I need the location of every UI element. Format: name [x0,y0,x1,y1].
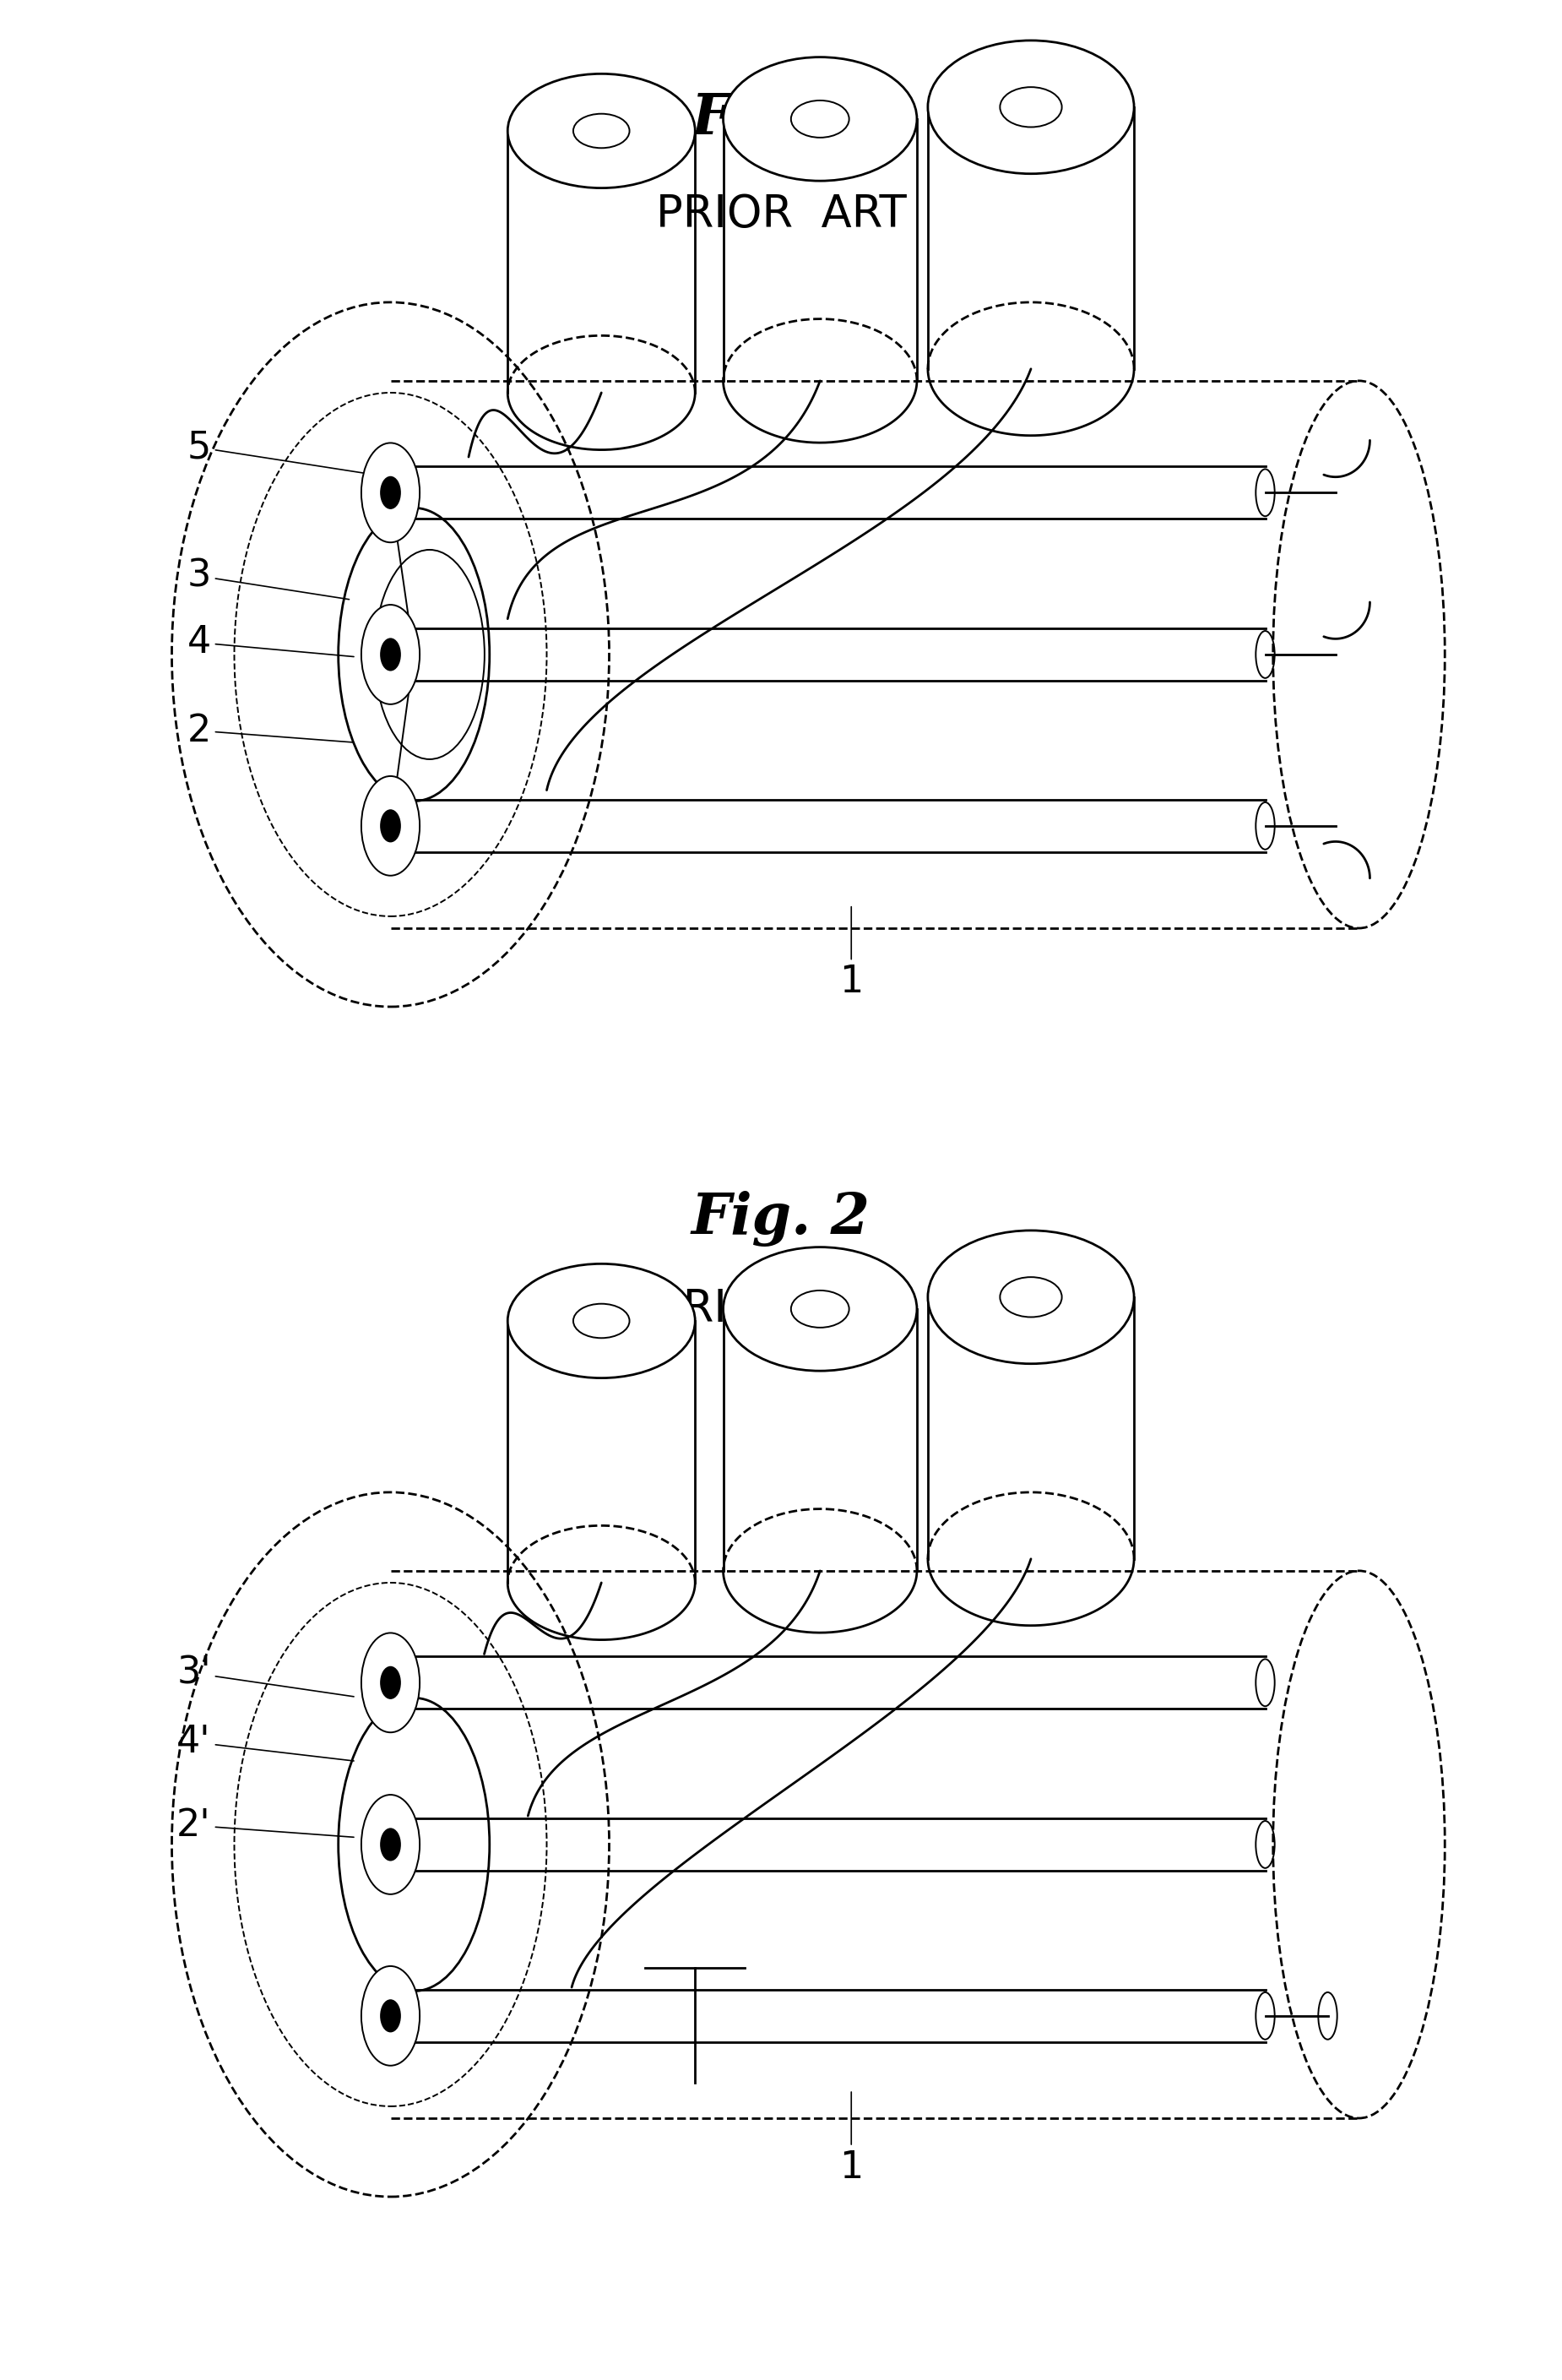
Text: 3: 3 [187,557,350,600]
Text: PRIOR  ART: PRIOR ART [656,193,906,236]
Ellipse shape [928,1230,1134,1364]
Ellipse shape [1000,1278,1062,1316]
Ellipse shape [361,1795,420,1894]
Ellipse shape [723,1247,917,1371]
Ellipse shape [361,605,420,704]
Text: 1: 1 [839,907,864,1000]
Text: 4': 4' [177,1723,355,1761]
Text: 2: 2 [187,712,355,750]
Ellipse shape [361,443,420,543]
Ellipse shape [381,1666,400,1699]
Ellipse shape [381,1999,400,2033]
Ellipse shape [381,476,400,509]
Ellipse shape [361,776,420,876]
Ellipse shape [381,638,400,671]
Ellipse shape [928,40,1134,174]
Text: 4: 4 [187,624,355,662]
Ellipse shape [723,57,917,181]
Text: 5: 5 [187,428,381,476]
Text: 1: 1 [839,2092,864,2185]
Text: PRIOR  ART: PRIOR ART [656,1288,906,1330]
Ellipse shape [381,809,400,843]
Text: 2': 2' [177,1806,355,1845]
Ellipse shape [790,1290,850,1328]
Ellipse shape [508,74,695,188]
Ellipse shape [790,100,850,138]
Ellipse shape [361,1966,420,2066]
Ellipse shape [573,1304,629,1338]
Text: Fig. 2: Fig. 2 [692,1190,870,1247]
Ellipse shape [508,1264,695,1378]
Ellipse shape [381,1828,400,1861]
Ellipse shape [1000,88,1062,126]
Ellipse shape [361,1633,420,1733]
Text: Fig. 1: Fig. 1 [692,90,870,148]
Ellipse shape [573,114,629,148]
Text: 3': 3' [177,1654,355,1697]
